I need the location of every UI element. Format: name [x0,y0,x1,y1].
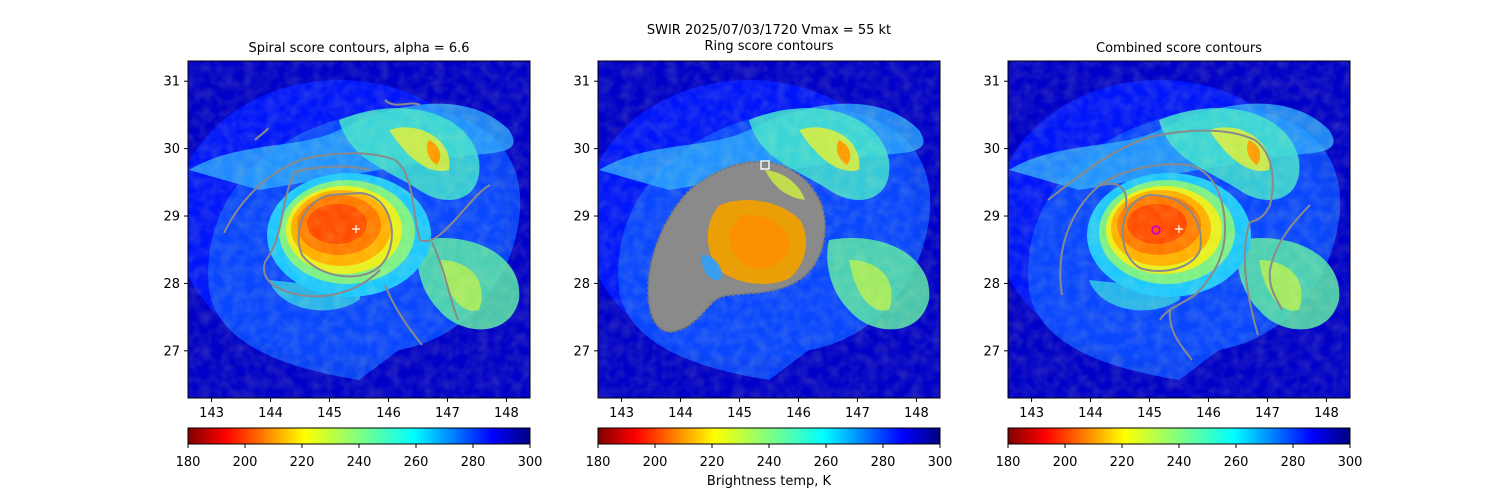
colorbar-3-tick-label: 220 [1110,455,1135,470]
panel-3-xtick-label: 144 [1078,406,1103,421]
colorbar-1-tick-label: 180 [176,455,201,470]
panel-1-ytick-label: 28 [163,277,180,292]
colorbar-3-tick-label: 280 [1281,455,1306,470]
panel-2-axes-frame [597,60,941,399]
panel-2-xtick-label: 147 [845,406,870,421]
axis-ticks: 143 144 145 146 147 148 27 28 29 30 31 143 144 145 146… [163,75,1338,421]
panel-3-xtick-label: 143 [1019,406,1044,421]
colorbar-2 [597,427,941,445]
colorbar-2-tick-label: 240 [757,455,782,470]
colorbar-1-tick-label: 300 [518,455,543,470]
panel-3-center-marker [1175,225,1183,233]
panel-1-plot [187,60,531,399]
panel-2-title: Ring score contours [704,39,834,54]
panel-1-heatmap [188,61,530,398]
panel-3-ytick-label: 30 [983,142,1000,157]
colorbar-label: Brightness temp, K [707,474,832,489]
colorbar-1 [187,427,531,445]
panel-3-combined-center-marker [1151,225,1161,235]
colorbar-3-tick-label: 180 [996,455,1021,470]
panel-1-ytick-label: 27 [163,344,180,359]
panel-2-ytick-label: 28 [573,277,590,292]
colorbar-2-tick-label: 280 [871,455,896,470]
colorbar-3-tick-label: 240 [1167,455,1192,470]
panel-1-center-marker [352,225,360,233]
colorbar-3-tick-label: 300 [1338,455,1363,470]
panel-2-contours [647,160,827,334]
colorbar-1-tick-label: 260 [404,455,429,470]
colorbar-2-tick-label: 220 [700,455,725,470]
panel-1-xtick-label: 144 [258,406,283,421]
colorbar-3-tick-label: 200 [1053,455,1078,470]
panel-2-ytick-label: 27 [573,344,590,359]
panel-3-ytick-label: 29 [983,210,1000,225]
colorbar-1-tick-label: 220 [290,455,315,470]
panel-3-xtick-label: 145 [1137,406,1162,421]
panel-2-xtick-label: 146 [786,406,811,421]
colorbar-3-tick-label: 260 [1224,455,1249,470]
panel-1-ytick-label: 31 [163,75,180,90]
figure-suptitle-line1: SWIR 2025/07/03/1720 Vmax = 55 kt [646,23,892,38]
colorbar-2-tick-label: 300 [928,455,953,470]
panel-1-ytick-label: 30 [163,142,180,157]
panel-2-max-marker [760,160,770,170]
panel-2-xtick-label: 145 [727,406,752,421]
panel-3-heatmap [1008,61,1350,398]
panel-3-title: Combined score contours [1096,41,1262,56]
panel-3-xtick-label: 146 [1196,406,1221,421]
colorbar-2-tick-label: 260 [814,455,839,470]
panel-2-heatmap [598,61,940,398]
panel-2-xtick-label: 148 [904,406,929,421]
colorbar-2-tick-label: 200 [643,455,668,470]
panel-3-xtick-label: 148 [1314,406,1339,421]
panel-1-xtick-label: 147 [435,406,460,421]
colorbar-2-tick-label: 180 [586,455,611,470]
colorbar-ticks: 180 200 220 240 260 280 300 180 200 220 240 260 280 3… [176,444,1363,470]
panel-3-xtick-label: 147 [1255,406,1280,421]
panel-3-ytick-label: 27 [983,344,1000,359]
colorbar-1-tick-label: 200 [233,455,258,470]
panel-2-ytick-label: 29 [573,210,590,225]
panel-2-xtick-label: 143 [609,406,634,421]
panel-2-xtick-label: 144 [668,406,693,421]
panel-1-xtick-label: 145 [317,406,342,421]
colorbar-1-tick-label: 240 [347,455,372,470]
panel-1-xtick-label: 143 [199,406,224,421]
panel-2-ytick-label: 31 [573,75,590,90]
panel-1-title: Spiral score contours, alpha = 6.6 [248,41,469,56]
panel-1-ytick-label: 29 [163,210,180,225]
panel-3-ytick-label: 31 [983,75,1000,90]
colorbar-1-tick-label: 280 [461,455,486,470]
panel-1-axes-frame [187,60,531,399]
panel-1-xtick-label: 148 [494,406,519,421]
panel-3-contours [1047,129,1311,361]
panel-3-plot [1007,60,1351,399]
panel-1-xtick-label: 146 [376,406,401,421]
panel-2-plot [597,60,941,399]
panel-3-ytick-label: 28 [983,277,1000,292]
panel-3-axes-frame [1007,60,1351,399]
colorbar-3 [1007,427,1351,445]
panel-1-contours [223,99,491,346]
panel-2-ytick-label: 30 [573,142,590,157]
